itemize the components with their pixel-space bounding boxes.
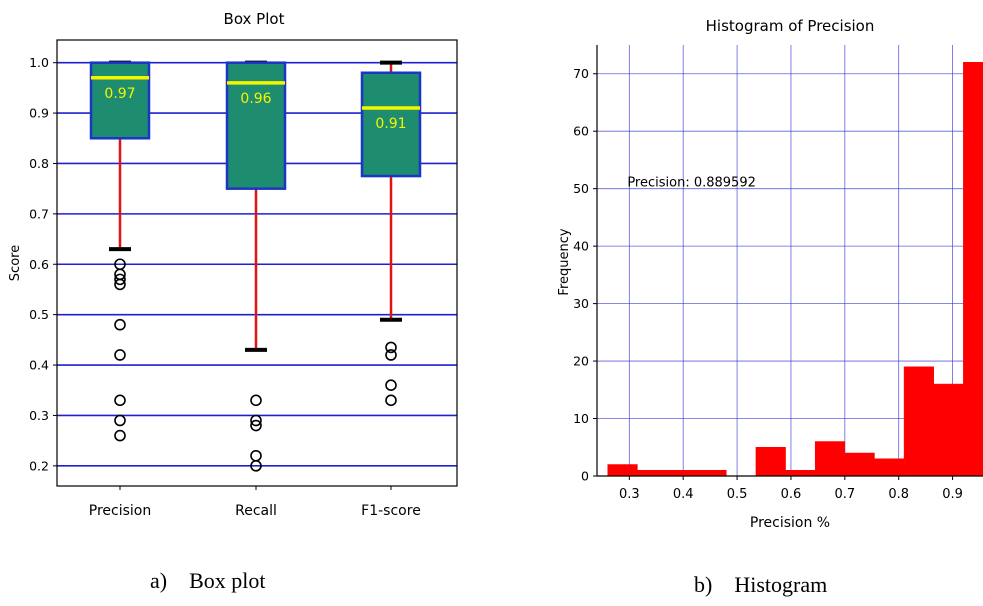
histogram-y-tick-label: 50 (573, 181, 589, 196)
histogram-x-tick-label: 0.4 (673, 487, 694, 502)
box-plot-y-tick-label: 0.9 (29, 106, 49, 121)
box-plot-outlier (250, 419, 262, 432)
box-plot-outlier (385, 379, 397, 392)
histogram-bar (814, 441, 846, 477)
histogram-bar (607, 464, 638, 477)
box-plot-y-tick-label: 0.5 (29, 307, 49, 322)
histogram-bar (785, 470, 816, 477)
box-plot-x-tick-label: F1-score (361, 503, 421, 519)
box-plot-panel: Box Plot Score 0.97 0.96 0.91 0.2 0.3 0.4 0.5… (8, 10, 458, 519)
box-plot-y-axis-label: Score (8, 245, 23, 281)
histogram-bar (666, 470, 697, 477)
box-plot-x-tick-label: Precision (89, 503, 151, 519)
histogram-x-tick-label: 0.3 (619, 487, 640, 502)
histogram-grid (597, 45, 983, 476)
histogram-x-tick-label: 0.9 (942, 487, 963, 502)
histogram-title: Histogram of Precision (706, 17, 875, 35)
box-plot-y-tick-label: 0.6 (29, 257, 49, 272)
box-plot-y-tick-label: 0.4 (29, 358, 49, 373)
box-plot-outlier (385, 341, 397, 354)
histogram-axes (596, 45, 983, 477)
box-plot-y-tick-label: 0.2 (29, 458, 49, 473)
histogram-bar (874, 458, 905, 477)
histogram-panel: Histogram of Precision Frequency Precisi… (557, 17, 983, 531)
histogram-bar (755, 447, 786, 477)
box-plot-outlier (250, 414, 262, 427)
box-plot-outlier (385, 394, 397, 407)
box-plot-outlier (114, 394, 126, 407)
box-plot-outlier (114, 349, 126, 361)
histogram-x-tick-label: 0.7 (834, 487, 855, 502)
box-plot-outlier (114, 414, 126, 427)
histogram-y-tick-label: 40 (573, 239, 589, 254)
box-plot-marks: 0.97 0.96 0.91 (89, 60, 422, 472)
box-plot-outlier (114, 429, 126, 442)
box-plot-outlier (250, 394, 262, 407)
box-plot-outlier (250, 449, 262, 462)
histogram-bars (607, 61, 983, 477)
box-plot-y-tick-label: 0.3 (29, 408, 49, 423)
histogram-y-tick-label: 10 (573, 411, 589, 426)
histogram-x-tick-label: 0.6 (781, 487, 802, 502)
box-plot-x-tick-label: Recall (235, 503, 277, 519)
histogram-y-tick-label: 30 (573, 296, 589, 311)
histogram-y-tick-label: 20 (573, 354, 589, 369)
box-plot-y-tick-label: 0.7 (29, 206, 49, 221)
box-plot-ticks: 0.2 0.3 0.4 0.5 0.6 0.7 0.8 0.9 1.0 Precision Reca… (29, 55, 421, 519)
histogram-y-tick-label: 70 (573, 66, 589, 81)
box-plot-title: Box Plot (224, 10, 285, 28)
histogram-x-axis-label: Precision % (750, 515, 830, 531)
histogram-annotation: Precision: 0.889592 (627, 176, 756, 191)
box-plot-outlier (250, 460, 262, 472)
box-plot-y-tick-label: 1.0 (29, 55, 49, 70)
box-plot-median-label: 0.96 (240, 91, 271, 107)
histogram-bar (637, 470, 668, 477)
box-plot-outlier (114, 318, 126, 331)
histogram-caption: b) Histogram (694, 572, 828, 597)
histogram-y-tick-label: 0 (581, 469, 589, 484)
histogram-x-tick-label: 0.5 (727, 487, 748, 502)
histogram-y-tick-label: 60 (573, 124, 589, 139)
box-plot-outlier (114, 278, 126, 291)
box-plot-box (360, 71, 422, 178)
box-plot-y-tick-label: 0.8 (29, 156, 49, 171)
histogram-bar (844, 452, 875, 477)
histogram-bar (963, 61, 983, 477)
histogram-bar (933, 383, 964, 477)
box-plot-caption: a) Box plot (150, 568, 266, 593)
box-plot-median-label: 0.97 (104, 86, 135, 102)
box-plot-median-label: 0.91 (375, 116, 406, 132)
histogram-y-axis-label: Frequency (557, 228, 572, 295)
box-plot-box (89, 61, 151, 140)
box-plot-outlier (385, 349, 397, 361)
histogram-x-tick-label: 0.8 (888, 487, 909, 502)
histogram-bar (903, 366, 934, 477)
histogram-bar (696, 470, 727, 477)
box-plot-frame (56, 39, 458, 487)
box-plot-outlier (114, 273, 126, 286)
